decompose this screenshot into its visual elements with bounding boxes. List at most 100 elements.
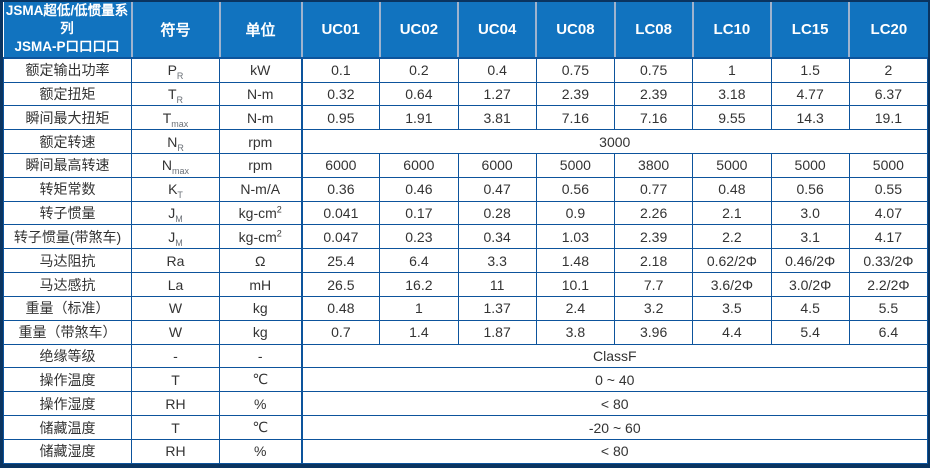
value-cell: 0.56 (535, 176, 616, 202)
symbol-cell: TR (131, 81, 220, 107)
value-cell: 0.041 (300, 200, 381, 226)
unit-cell: N-m/A (219, 176, 303, 202)
value-cell: 0.7 (300, 319, 381, 345)
value-cell: 1 (379, 295, 459, 321)
spec-table-body: 额定输出功率 PR kW 0.1 0.2 0.4 0.75 0.75 1 1.5 2 额定扭矩 TR N-… (3, 57, 929, 465)
merged-value-cell: -20 ~ 60 (301, 415, 928, 440)
merged-value-cell: < 80 (301, 438, 928, 465)
unit-cell: ℃ (219, 415, 303, 440)
value-cell: 1.4 (379, 319, 459, 345)
value-cell: 3.2 (613, 295, 694, 321)
param-name-cell: 马达阻抗 (3, 248, 132, 274)
header-row: JSMA超低/低惯量系列 JSMA-P口口口口 符号 单位 UC01 UC02 UC… (3, 2, 928, 59)
spec-table: JSMA超低/低惯量系列 JSMA-P口口口口 符号 单位 UC01 UC02 UC… (3, 2, 929, 465)
param-name-cell: 瞬间最高转速 (3, 153, 132, 178)
value-cell: 0.64 (379, 81, 459, 107)
value-cell: 0.62/2Φ (692, 248, 772, 274)
param-name-cell: 额定转速 (3, 129, 132, 154)
spec-row: 额定输出功率 PR kW 0.1 0.2 0.4 0.75 0.75 1 1.5 2 (3, 57, 929, 83)
value-cell: 2.18 (613, 248, 694, 274)
param-name-cell: 操作温度 (3, 367, 132, 393)
unit-cell: kg-cm2 (219, 200, 303, 226)
symbol-cell: KT (131, 176, 220, 202)
model-column-header: LC15 (769, 2, 850, 59)
param-name-cell: 瞬间最大扭矩 (3, 105, 132, 131)
symbol-cell: PR (131, 57, 220, 83)
spec-row: 马达感抗 La mH 26.5 16.2 11 10.1 7.7 3.6/2Φ 3.0/2Φ 2.2… (3, 272, 929, 297)
param-name-cell: 额定扭矩 (3, 81, 132, 107)
model-column-header: LC10 (691, 2, 771, 59)
value-cell: 5000 (535, 153, 616, 178)
merged-value-cell: 0 ~ 40 (301, 367, 928, 393)
spec-row: 转子惯量 JM kg-cm2 0.041 0.17 0.28 0.9 2.26 2.1 3.0 4.… (3, 200, 929, 226)
value-cell: 7.7 (613, 272, 694, 297)
symbol-cell: W (131, 319, 220, 345)
symbol-column-header: 符号 (130, 2, 220, 59)
value-cell: 1.5 (770, 57, 850, 83)
value-cell: 4.4 (692, 319, 772, 345)
param-name-cell: 马达感抗 (3, 272, 132, 297)
value-cell: 0.46/2Φ (770, 248, 850, 274)
unit-cell: ℃ (219, 367, 303, 393)
symbol-cell: RH (131, 391, 220, 417)
value-cell: 0.32 (300, 81, 381, 107)
param-name-cell: 转子惯量 (3, 200, 132, 226)
value-cell: 0.047 (300, 224, 381, 250)
model-column-header: LC20 (848, 2, 928, 59)
value-cell: 3.0 (770, 200, 850, 226)
value-cell: 5.5 (848, 295, 929, 321)
value-cell: 4.5 (770, 295, 850, 321)
symbol-cell: JM (131, 200, 220, 226)
value-cell: 3.1 (770, 224, 850, 250)
symbol-cell: Nmax (131, 153, 220, 178)
unit-column-header: 单位 (218, 2, 302, 59)
value-cell: 6000 (379, 153, 459, 178)
spec-row: 绝缘等级 - - ClassF (3, 343, 928, 369)
value-cell: 14.3 (770, 105, 850, 131)
value-cell: 1.03 (535, 224, 616, 250)
value-cell: 0.1 (300, 57, 381, 83)
unit-cell: - (219, 343, 303, 369)
model-column-header: UC01 (300, 2, 380, 59)
value-cell: 6.4 (379, 248, 459, 274)
model-column-header: LC08 (613, 2, 693, 59)
value-cell: 3.3 (457, 248, 537, 274)
merged-value-cell: ClassF (301, 343, 928, 369)
value-cell: 4.07 (848, 200, 929, 226)
value-cell: 0.47 (457, 176, 537, 202)
spec-row: 转子惯量(带煞车) JM kg-cm2 0.047 0.23 0.34 1.03 2.39 2.… (3, 224, 929, 250)
value-cell: 3.96 (613, 319, 694, 345)
value-cell: 0.56 (770, 176, 850, 202)
value-cell: 2.2 (692, 224, 772, 250)
value-cell: 6000 (300, 153, 381, 178)
value-cell: 0.46 (379, 176, 459, 202)
value-cell: 2.39 (613, 224, 694, 250)
model-column-header: UC04 (456, 2, 537, 59)
value-cell: 0.34 (457, 224, 537, 250)
spec-row: 额定转速 NR rpm 3000 (3, 129, 928, 154)
value-cell: 5000 (692, 153, 772, 178)
unit-cell: Ω (219, 248, 303, 274)
value-cell: 0.28 (457, 200, 537, 226)
spec-row: 瞬间最高转速 Nmax rpm 6000 6000 6000 5000 3800 5000 500… (3, 153, 929, 178)
symbol-cell: Tmax (131, 105, 220, 131)
param-name-cell: 操作湿度 (3, 391, 132, 417)
value-cell: 5000 (770, 153, 850, 178)
value-cell: 0.9 (535, 200, 616, 226)
value-cell: 3.6/2Φ (692, 272, 772, 297)
value-cell: 4.77 (770, 81, 850, 107)
spec-row: 储藏湿度 RH% < 80 (3, 438, 928, 465)
unit-cell: rpm (219, 129, 303, 154)
param-name-cell: 储藏温度 (3, 415, 132, 440)
param-name-cell: 转矩常数 (3, 176, 132, 202)
value-cell: 0.77 (613, 176, 694, 202)
merged-value-cell: 3000 (301, 129, 928, 154)
value-cell: 1.91 (379, 105, 459, 131)
value-cell: 0.95 (300, 105, 381, 131)
value-cell: 1.37 (457, 295, 537, 321)
unit-cell: N-m (219, 81, 303, 107)
value-cell: 0.2 (379, 57, 459, 83)
symbol-cell: Ra (131, 248, 220, 274)
